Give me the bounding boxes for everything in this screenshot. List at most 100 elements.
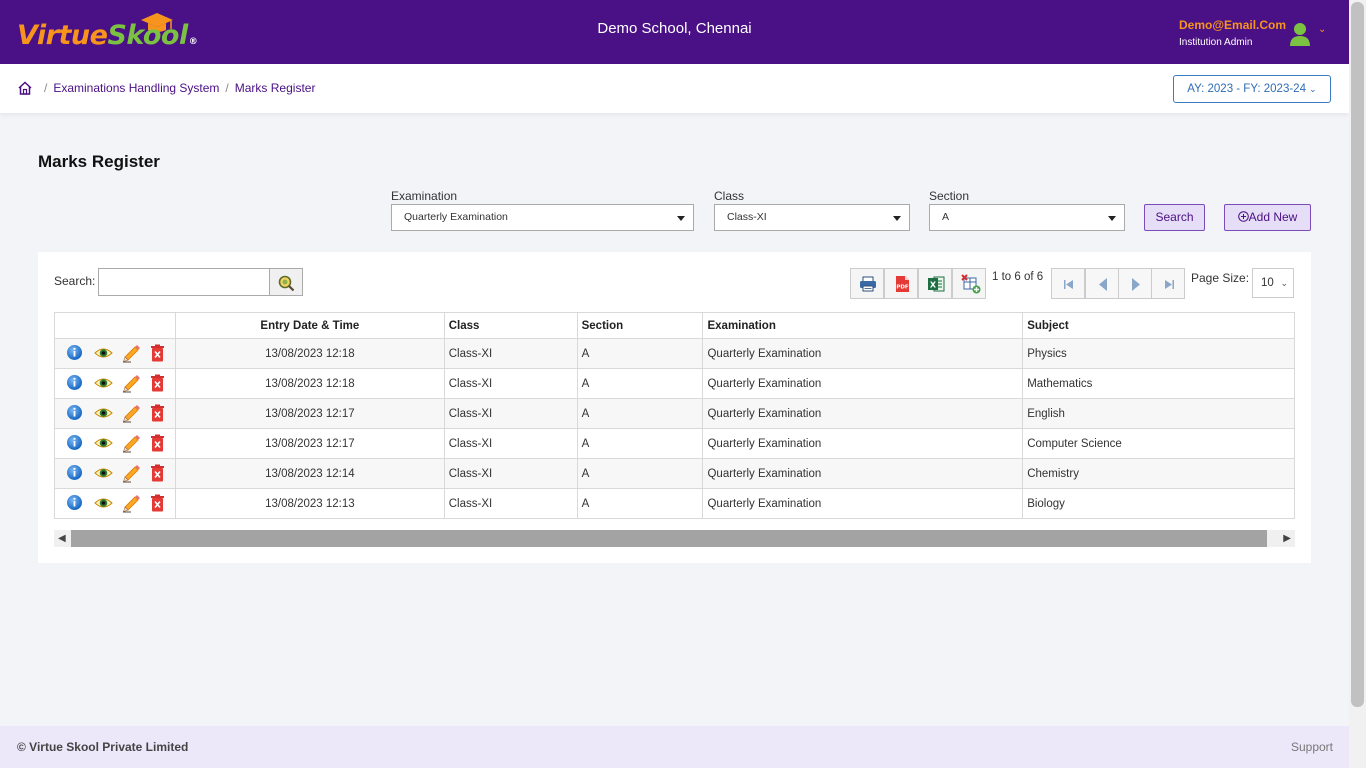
row-info-button[interactable] — [66, 434, 85, 453]
table-row[interactable]: 13/08/2023 12:14 Class-XI A Quarterly Exami… — [54, 458, 1295, 489]
row-info-button[interactable] — [66, 494, 85, 513]
previous-page-button[interactable] — [1085, 268, 1119, 299]
row-edit-button[interactable] — [122, 434, 141, 453]
column-header-class[interactable]: Class — [443, 312, 578, 339]
grid-panel: Search: PDF X — [38, 252, 1311, 563]
page-size-select[interactable]: 10 ⌄ — [1252, 268, 1294, 298]
info-icon — [67, 405, 82, 420]
table-row[interactable]: 13/08/2023 12:18 Class-XI A Quarterly Exami… — [54, 338, 1295, 369]
row-actions-cell — [54, 398, 176, 429]
first-page-button[interactable] — [1051, 268, 1085, 299]
class-label: Class — [714, 189, 745, 203]
cell-entry-datetime: 13/08/2023 12:17 — [174, 398, 445, 429]
row-delete-button[interactable] — [150, 434, 169, 453]
row-info-button[interactable] — [66, 374, 85, 393]
table-row[interactable]: 13/08/2023 12:18 Class-XI A Quarterly Exami… — [54, 368, 1295, 399]
search-button[interactable]: Search — [1144, 204, 1205, 231]
table-row[interactable]: 13/08/2023 12:13 Class-XI A Quarterly Exami… — [54, 488, 1295, 519]
table-row[interactable]: 13/08/2023 12:17 Class-XI A Quarterly Exami… — [54, 398, 1295, 429]
cell-examination: Quarterly Examination — [702, 338, 1024, 369]
row-info-button[interactable] — [66, 344, 85, 363]
next-page-button[interactable] — [1118, 268, 1152, 299]
row-info-button[interactable] — [66, 464, 85, 483]
page-vertical-scrollbar[interactable] — [1349, 0, 1366, 768]
delete-icon — [151, 464, 164, 482]
edit-pencil-icon — [123, 495, 140, 513]
breadcrumb-link-examinations[interactable]: Examinations Handling System — [53, 81, 220, 95]
next-page-icon — [1132, 278, 1140, 291]
user-info[interactable]: Demo@Email.Com Institution Admin — [1179, 18, 1286, 48]
examination-selected-value: Quarterly Examination — [404, 211, 508, 223]
delete-icon — [151, 374, 164, 392]
row-edit-button[interactable] — [122, 374, 141, 393]
view-eye-icon — [94, 348, 113, 358]
row-edit-button[interactable] — [122, 404, 141, 423]
section-label: Section — [929, 189, 970, 203]
support-link[interactable]: Support — [1290, 740, 1333, 754]
home-icon[interactable] — [18, 81, 32, 95]
scroll-right-icon[interactable]: ▶ — [1283, 533, 1291, 544]
last-page-button[interactable] — [1151, 268, 1185, 299]
export-pdf-button[interactable]: PDF — [884, 268, 918, 299]
table-body: 13/08/2023 12:18 Class-XI A Quarterly Exami… — [54, 338, 1295, 519]
row-view-button[interactable] — [94, 374, 113, 393]
page-scrollbar-thumb[interactable] — [1351, 2, 1364, 707]
user-menu-chevron-down-icon[interactable]: ⌄ — [1318, 24, 1327, 35]
scroll-left-icon[interactable]: ◀ — [58, 533, 66, 544]
cell-section: A — [576, 368, 704, 399]
horizontal-scrollbar[interactable]: ◀ ▶ — [54, 530, 1295, 547]
cell-examination: Quarterly Examination — [702, 368, 1024, 399]
section-select[interactable]: A — [929, 204, 1125, 231]
search-icon — [278, 275, 295, 292]
breadcrumb-bar: / Examinations Handling System / Marks Regi… — [0, 64, 1349, 113]
column-header-examination[interactable]: Examination — [702, 312, 1024, 339]
plus-circle-icon — [1237, 211, 1249, 222]
section-selected-value: A — [942, 211, 950, 223]
column-header-section[interactable]: Section — [576, 312, 704, 339]
column-chooser-button[interactable] — [952, 268, 986, 299]
row-delete-button[interactable] — [150, 374, 169, 393]
class-select[interactable]: Class-XI — [714, 204, 910, 231]
column-header-subject[interactable]: Subject — [1022, 312, 1295, 339]
examination-select[interactable]: Quarterly Examination — [391, 204, 694, 231]
row-edit-button[interactable] — [122, 494, 141, 513]
row-delete-button[interactable] — [150, 404, 169, 423]
row-actions-cell — [54, 458, 176, 489]
cell-section: A — [576, 428, 704, 459]
table-row[interactable]: 13/08/2023 12:17 Class-XI A Quarterly Exami… — [54, 428, 1295, 459]
row-view-button[interactable] — [94, 494, 113, 513]
graduation-cap-icon — [141, 13, 173, 32]
dropdown-arrow-icon — [893, 216, 901, 221]
add-new-label: Add New — [1248, 210, 1298, 224]
row-delete-button[interactable] — [150, 344, 169, 363]
row-actions — [59, 344, 171, 363]
print-button[interactable] — [850, 268, 884, 299]
row-edit-button[interactable] — [122, 344, 141, 363]
pdf-icon: PDF — [896, 276, 909, 292]
grid-search-input[interactable] — [98, 268, 270, 296]
last-page-icon — [1165, 280, 1174, 289]
grid-search-button[interactable] — [269, 268, 303, 296]
row-view-button[interactable] — [94, 464, 113, 483]
row-delete-button[interactable] — [150, 494, 169, 513]
export-excel-button[interactable]: X — [918, 268, 952, 299]
academic-year-selector[interactable]: AY: 2023 - FY: 2023-24 ⌄ — [1173, 75, 1331, 103]
virtueskool-logo[interactable]: VirtueSkool® — [17, 12, 217, 56]
cell-class: Class-XI — [443, 488, 578, 519]
row-view-button[interactable] — [94, 434, 113, 453]
column-header-entry-date[interactable]: Entry Date & Time — [174, 312, 445, 339]
row-view-button[interactable] — [94, 344, 113, 363]
breadcrumb-current-marks-register[interactable]: Marks Register — [234, 81, 316, 95]
row-edit-button[interactable] — [122, 464, 141, 483]
add-new-button[interactable]: Add New — [1224, 204, 1311, 231]
cell-examination: Quarterly Examination — [702, 398, 1024, 429]
horizontal-scrollbar-thumb[interactable] — [71, 530, 1267, 547]
svg-text:X: X — [930, 281, 937, 290]
user-avatar-icon[interactable] — [1289, 22, 1311, 46]
row-delete-button[interactable] — [150, 464, 169, 483]
copyright-text: © Virtue Skool Private Limited — [17, 740, 189, 754]
row-info-button[interactable] — [66, 404, 85, 423]
row-actions-cell — [54, 488, 176, 519]
table-header-row: Entry Date & Time Class Section Examinat… — [54, 312, 1295, 339]
row-view-button[interactable] — [94, 404, 113, 423]
